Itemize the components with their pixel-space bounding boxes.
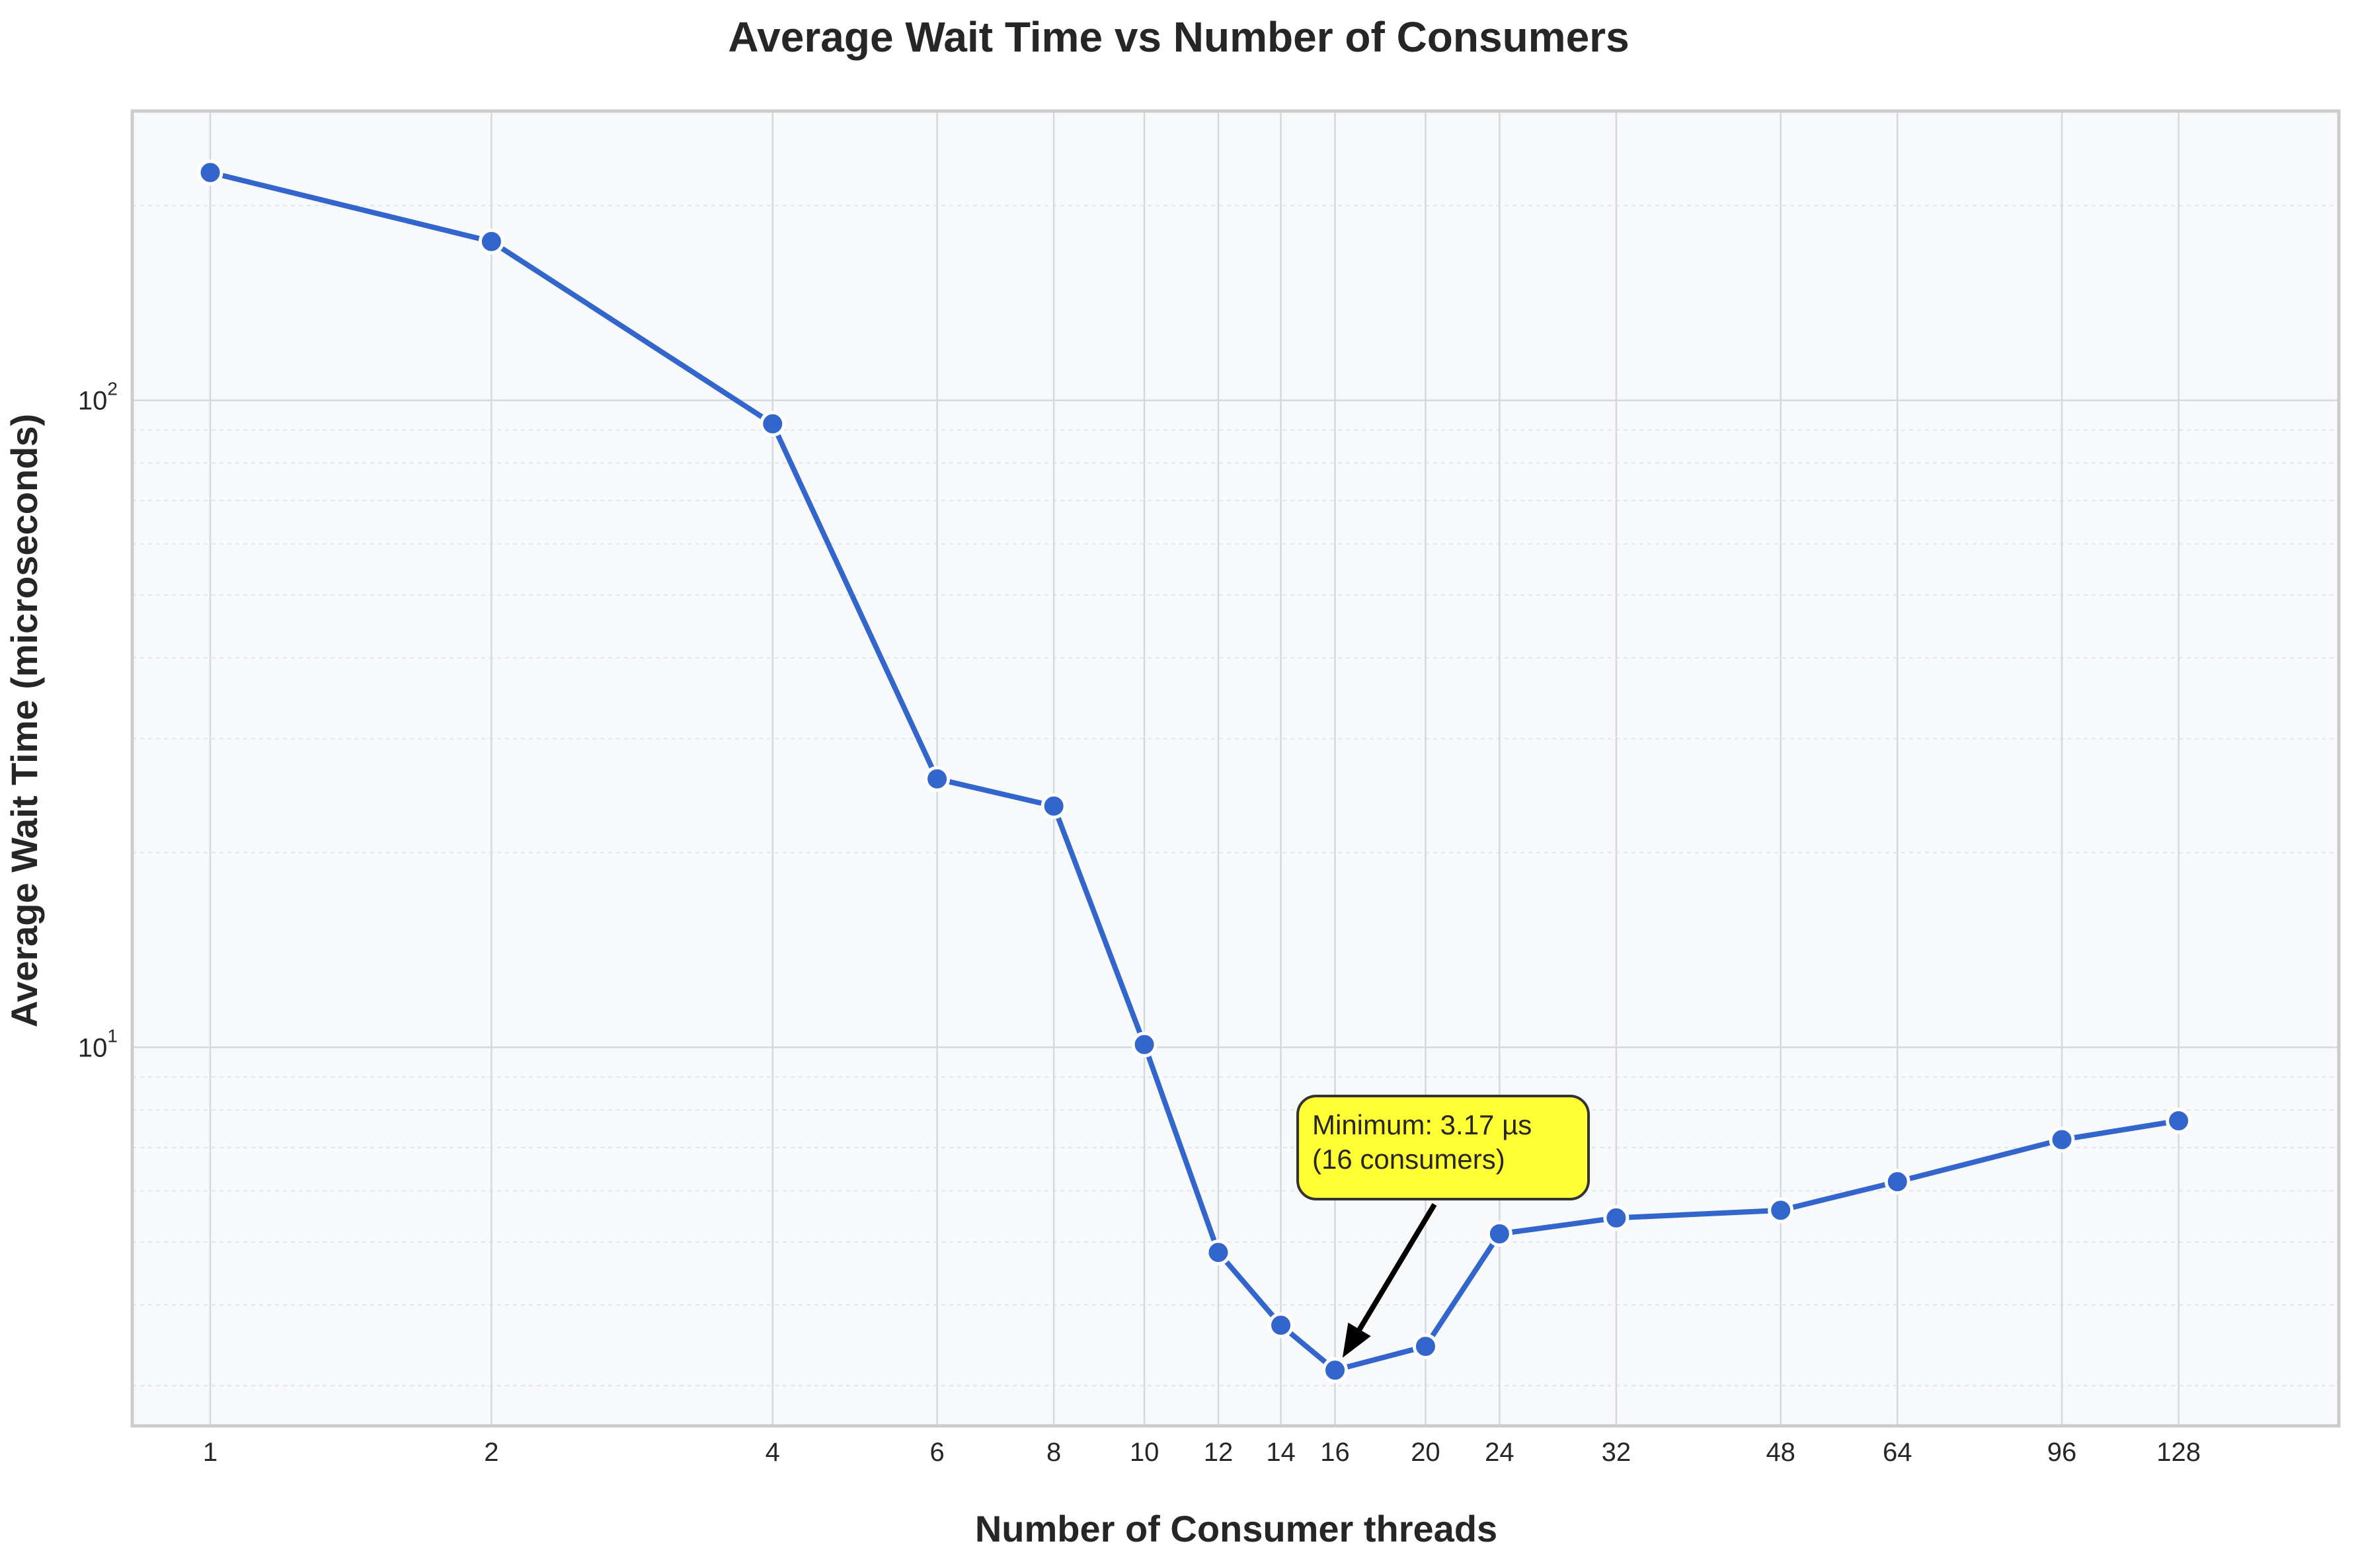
series-line (208, 170, 2181, 1373)
data-point (1041, 793, 1067, 819)
grid-lines (132, 111, 2339, 1426)
y-tick-label: 101 (78, 1025, 118, 1062)
x-tick-label: 12 (1204, 1438, 1234, 1467)
data-point (1486, 1220, 1513, 1247)
data-point (1768, 1197, 1794, 1224)
x-tick-label: 8 (1046, 1438, 1061, 1467)
annotation-arrow-shaft (1357, 1202, 1437, 1331)
plot-area (132, 111, 2339, 1426)
annotation: Minimum: 3.17 µs (16 consumers) (1296, 1095, 1590, 1358)
y-tick-label: 102 (78, 379, 118, 416)
x-tick-label: 24 (1485, 1438, 1514, 1467)
x-tick-label: 4 (766, 1438, 780, 1467)
x-axis-label: Number of Consumer threads (975, 1508, 1497, 1549)
data-point (760, 411, 786, 437)
annotation-arrow-head (1342, 1322, 1371, 1358)
plot-frame (130, 109, 2341, 1428)
data-point (2049, 1126, 2075, 1153)
data-point (1412, 1333, 1438, 1360)
data-point (1884, 1169, 1910, 1195)
x-tick-label: 128 (2156, 1438, 2201, 1467)
annotation-text: Minimum: 3.17 µs (1312, 1109, 1532, 1140)
data-points (197, 159, 2192, 1384)
x-tick-label: 64 (1883, 1438, 1912, 1467)
y-axis-label: Average Wait Time (microseconds) (3, 414, 45, 1027)
data-point (2166, 1108, 2192, 1134)
x-tick-label: 16 (1320, 1438, 1350, 1467)
x-tick-label: 96 (2047, 1438, 2077, 1467)
x-tick-label: 1 (203, 1438, 217, 1467)
x-tick-label: 6 (929, 1438, 944, 1467)
data-point (1268, 1312, 1294, 1339)
data-point (1603, 1204, 1630, 1231)
x-tick-label: 14 (1266, 1438, 1296, 1467)
x-tick-label: 20 (1411, 1438, 1440, 1467)
x-tick-label: 32 (1602, 1438, 1631, 1467)
annotation-text: (16 consumers) (1312, 1144, 1505, 1175)
data-point (924, 765, 951, 792)
data-point (1131, 1031, 1158, 1058)
x-tick-label: 48 (1766, 1438, 1795, 1467)
chart-title: Average Wait Time vs Number of Consumers (728, 13, 1629, 61)
data-point (478, 228, 504, 255)
x-tick-label: 2 (484, 1438, 498, 1467)
data-point (197, 159, 223, 186)
data-point (1322, 1357, 1349, 1384)
x-tick-label: 10 (1130, 1438, 1159, 1467)
data-point (1205, 1239, 1232, 1266)
annotation-box (1296, 1095, 1590, 1200)
